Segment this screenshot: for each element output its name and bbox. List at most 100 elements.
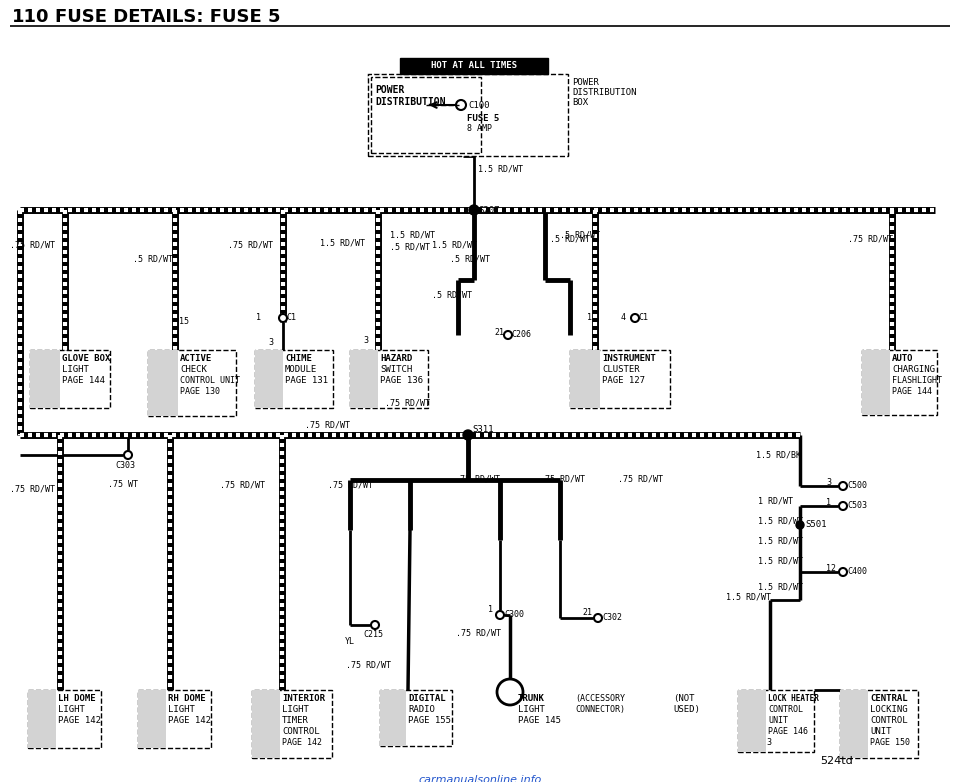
- Text: (ACCESSORY: (ACCESSORY: [575, 694, 625, 703]
- Text: CONTROL: CONTROL: [870, 716, 907, 725]
- Bar: [862, 350, 890, 415]
- Text: C302: C302: [602, 613, 622, 622]
- Text: 1: 1: [826, 498, 831, 507]
- Text: PAGE 131: PAGE 131: [285, 376, 328, 385]
- Text: DISTRIBUTION: DISTRIBUTION: [572, 88, 636, 97]
- Bar: [840, 690, 868, 758]
- Bar: [570, 350, 670, 408]
- Text: 1.5 RD/WT: 1.5 RD/WT: [478, 165, 523, 174]
- Text: C1: C1: [286, 313, 296, 322]
- Text: C300: C300: [504, 610, 524, 619]
- Bar: [368, 74, 568, 156]
- Text: .5 RD/WT: .5 RD/WT: [390, 242, 430, 251]
- Circle shape: [839, 482, 847, 490]
- Text: SWITCH: SWITCH: [380, 365, 412, 374]
- Text: 1.5 RD/WT: 1.5 RD/WT: [758, 516, 803, 525]
- Text: .75 RD/WT: .75 RD/WT: [10, 485, 55, 494]
- Text: LOCK HEATER: LOCK HEATER: [768, 694, 819, 703]
- Circle shape: [497, 679, 523, 705]
- Text: DIGITAL: DIGITAL: [408, 694, 445, 703]
- Text: CONTROL UNIT: CONTROL UNIT: [180, 376, 240, 385]
- Text: PAGE 130: PAGE 130: [180, 387, 220, 396]
- Text: C215: C215: [363, 630, 383, 639]
- Text: CHIME: CHIME: [285, 354, 312, 363]
- Text: 1: 1: [256, 313, 261, 322]
- Text: 1.5 RD/WT: 1.5 RD/WT: [758, 556, 803, 565]
- Text: 1: 1: [488, 605, 493, 614]
- Text: CLUSTER: CLUSTER: [602, 365, 639, 374]
- Text: HAZARD: HAZARD: [380, 354, 412, 363]
- Bar: [138, 690, 211, 748]
- Text: C400: C400: [847, 567, 867, 576]
- Text: DISTRIBUTION: DISTRIBUTION: [375, 97, 445, 107]
- Text: LH DOME: LH DOME: [58, 694, 96, 703]
- Bar: [738, 690, 814, 752]
- Text: .75 RD/WT: .75 RD/WT: [220, 480, 265, 489]
- Circle shape: [631, 314, 639, 322]
- Text: PAGE 142: PAGE 142: [58, 716, 101, 725]
- Text: 1.5 RD/WT: 1.5 RD/WT: [320, 238, 365, 247]
- Bar: [862, 350, 937, 415]
- Text: PAGE 136: PAGE 136: [380, 376, 423, 385]
- Bar: [252, 690, 280, 758]
- Text: RH DOME: RH DOME: [168, 694, 205, 703]
- Text: 3: 3: [766, 738, 771, 747]
- Text: S501: S501: [805, 520, 827, 529]
- Bar: [371, 77, 481, 153]
- Text: 3: 3: [268, 338, 273, 347]
- Text: ACTIVE: ACTIVE: [180, 354, 212, 363]
- Text: 21: 21: [582, 608, 592, 617]
- Text: AUTO: AUTO: [892, 354, 914, 363]
- Text: PAGE 155: PAGE 155: [408, 716, 451, 725]
- Text: 524td: 524td: [820, 756, 852, 766]
- Text: .5 RD/WT: .5 RD/WT: [560, 230, 600, 239]
- Text: C303: C303: [115, 461, 135, 470]
- Bar: [350, 350, 378, 408]
- Text: CENTRAL: CENTRAL: [870, 694, 907, 703]
- Bar: [380, 690, 406, 746]
- Text: LOCKING: LOCKING: [870, 705, 907, 714]
- Text: UNIT: UNIT: [768, 716, 788, 725]
- Text: RADIO: RADIO: [408, 705, 435, 714]
- Bar: [255, 350, 283, 408]
- Bar: [840, 690, 918, 758]
- Text: C1: C1: [638, 313, 648, 322]
- Text: MODULE: MODULE: [285, 365, 317, 374]
- Text: 1 RD/WT: 1 RD/WT: [758, 496, 793, 505]
- Text: .75 RD/WT: .75 RD/WT: [455, 475, 500, 484]
- Text: 1.5 RD/BK: 1.5 RD/BK: [756, 450, 801, 459]
- Circle shape: [796, 521, 804, 529]
- Text: TIMER: TIMER: [282, 716, 309, 725]
- Text: 1: 1: [587, 313, 592, 322]
- Text: CONTROL: CONTROL: [768, 705, 803, 714]
- Text: C100: C100: [468, 101, 490, 110]
- Circle shape: [279, 314, 287, 322]
- Text: CONTROL: CONTROL: [282, 727, 320, 736]
- Text: .75 RD/WT: .75 RD/WT: [346, 660, 391, 669]
- Text: 1.5 RD/WT: 1.5 RD/WT: [758, 536, 803, 545]
- Text: .75 RD/WT: .75 RD/WT: [540, 475, 585, 484]
- Text: USED): USED): [673, 705, 700, 714]
- Text: POWER: POWER: [572, 78, 599, 87]
- Text: CHECK: CHECK: [180, 365, 206, 374]
- Circle shape: [371, 621, 379, 629]
- Text: .75 RD/WT: .75 RD/WT: [456, 628, 501, 637]
- Text: .75 RD/WT: .75 RD/WT: [618, 475, 663, 484]
- Text: 12: 12: [826, 564, 836, 573]
- Text: INSTRUMENT: INSTRUMENT: [602, 354, 656, 363]
- Text: .75 RD/WT: .75 RD/WT: [10, 240, 55, 249]
- Bar: [28, 690, 101, 748]
- Bar: [148, 350, 178, 416]
- Text: .75 RD/WT: .75 RD/WT: [848, 235, 893, 244]
- Text: PAGE 127: PAGE 127: [602, 376, 645, 385]
- Text: C500: C500: [847, 481, 867, 490]
- Text: FUSE 5: FUSE 5: [467, 114, 499, 123]
- Bar: [380, 690, 452, 746]
- Text: YL: YL: [345, 637, 355, 646]
- Text: PAGE 144: PAGE 144: [62, 376, 105, 385]
- Text: (NOT: (NOT: [673, 694, 694, 703]
- Circle shape: [839, 568, 847, 576]
- Bar: [255, 350, 333, 408]
- Text: LIGHT: LIGHT: [518, 705, 545, 714]
- Text: POWER: POWER: [375, 85, 404, 95]
